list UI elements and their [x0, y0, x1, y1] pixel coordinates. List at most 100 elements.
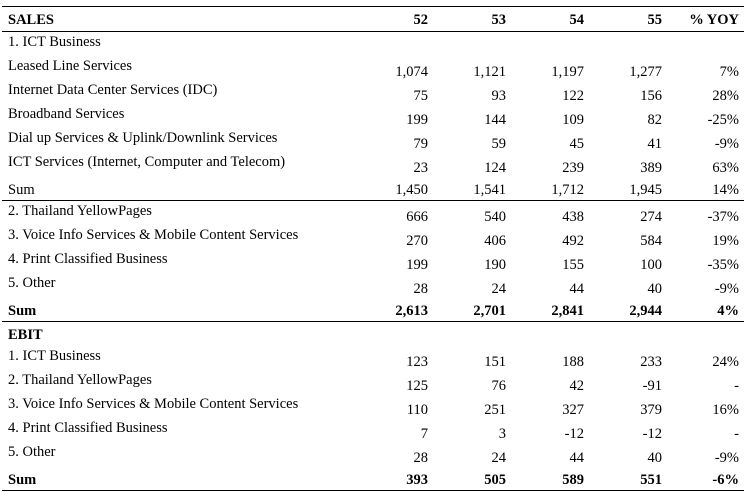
row-label: Dial up Services & Uplink/Downlink Servi… — [8, 130, 278, 146]
cell-52: 666 — [406, 209, 428, 225]
cell-55: 379 — [640, 402, 662, 418]
cell-54: 239 — [562, 160, 584, 176]
table-row: 5. Other 28 24 44 40 -9% — [2, 442, 744, 466]
ebit-heading: EBIT — [8, 327, 43, 343]
cell-yoy: -6% — [712, 472, 739, 488]
cell-52: 1,074 — [395, 64, 428, 80]
cell-54: -12 — [564, 426, 584, 442]
cell-53: 24 — [491, 450, 507, 466]
cell-53: 124 — [484, 160, 506, 176]
cell-52: 393 — [406, 472, 428, 488]
cell-53: 505 — [484, 472, 506, 488]
cell-53: 59 — [491, 136, 507, 152]
row-label: Sum — [8, 303, 37, 319]
cell-55: 82 — [647, 112, 663, 128]
cell-yoy: -37% — [707, 209, 739, 225]
table-row: Leased Line Services 1,074 1,121 1,197 1… — [2, 56, 744, 80]
cell-55: 274 — [640, 209, 662, 225]
cell-52: 79 — [413, 136, 429, 152]
row-label: 5. Other — [8, 275, 56, 291]
cell-55: 2,944 — [629, 303, 662, 319]
table-row: Broadband Services 199 144 109 82 -25% — [2, 104, 744, 128]
row-label: 1. ICT Business — [8, 348, 101, 364]
table-row: 2. Thailand YellowPages 666 540 438 274 … — [2, 201, 744, 225]
cell-52: 75 — [413, 88, 429, 104]
table-row: Dial up Services & Uplink/Downlink Servi… — [2, 128, 744, 152]
cell-53: 151 — [484, 354, 506, 370]
col-header-52: 52 — [413, 12, 429, 28]
total-row: Sum 2,613 2,701 2,841 2,944 4% — [2, 297, 744, 322]
cell-yoy: 14% — [712, 182, 739, 198]
cell-52: 2,613 — [395, 303, 428, 319]
cell-54: 492 — [562, 233, 584, 249]
cell-52: 110 — [406, 402, 428, 418]
table-row: ICT Services (Internet, Computer and Tel… — [2, 152, 744, 176]
row-label: Sum — [8, 182, 35, 198]
col-header-yoy: % YOY — [689, 12, 739, 28]
table-row: 4. Print Classified Business 7 3 -12 -12… — [2, 418, 744, 442]
cell-55: 551 — [640, 472, 662, 488]
cell-yoy: -9% — [714, 281, 739, 297]
cell-55: 233 — [640, 354, 662, 370]
cell-55: 389 — [640, 160, 662, 176]
cell-54: 438 — [562, 209, 584, 225]
cell-54: 1,197 — [551, 64, 584, 80]
cell-53: 190 — [484, 257, 506, 273]
cell-53: 144 — [484, 112, 506, 128]
cell-52: 199 — [406, 257, 428, 273]
cell-53: 93 — [491, 88, 507, 104]
cell-55: 1,945 — [629, 182, 662, 198]
row-label: 1. ICT Business — [8, 34, 101, 50]
table-row: 3. Voice Info Services & Mobile Content … — [2, 394, 744, 418]
cell-55: 1,277 — [629, 64, 662, 80]
cell-52: 125 — [406, 378, 428, 394]
row-label: 4. Print Classified Business — [8, 420, 168, 436]
table-row: 1. ICT Business 123 151 188 233 24% — [2, 346, 744, 370]
cell-54: 45 — [569, 136, 585, 152]
cell-yoy: 7% — [719, 64, 739, 80]
cell-55: -12 — [642, 426, 662, 442]
table-row: Internet Data Center Services (IDC) 75 9… — [2, 80, 744, 104]
cell-55: 156 — [640, 88, 662, 104]
cell-52: 28 — [413, 450, 429, 466]
sales-heading: SALES — [8, 12, 54, 28]
row-label: 3. Voice Info Services & Mobile Content … — [8, 396, 299, 412]
cell-53: 76 — [491, 378, 507, 394]
row-label: 5. Other — [8, 444, 56, 460]
cell-54: 1,712 — [551, 182, 584, 198]
table-row: 4. Print Classified Business 199 190 155… — [2, 249, 744, 273]
total-row: Sum 393 505 589 551 -6% — [2, 466, 744, 491]
table-row: 5. Other 28 24 44 40 -9% — [2, 273, 744, 297]
cell-yoy: 19% — [712, 233, 739, 249]
row-label: 4. Print Classified Business — [8, 251, 168, 267]
row-label: Broadband Services — [8, 106, 125, 122]
cell-54: 327 — [562, 402, 584, 418]
cell-55: 100 — [640, 257, 662, 273]
cell-53: 24 — [491, 281, 507, 297]
cell-52: 1,450 — [395, 182, 428, 198]
cell-55: -91 — [642, 378, 662, 394]
cell-54: 109 — [562, 112, 584, 128]
cell-52: 23 — [413, 160, 429, 176]
cell-52: 270 — [406, 233, 428, 249]
cell-yoy: - — [734, 426, 739, 442]
row-label: 3. Voice Info Services & Mobile Content … — [8, 227, 299, 243]
financial-table: SALES 52 53 54 55 % YOY 1. ICT Business … — [2, 6, 744, 491]
cell-yoy: 24% — [712, 354, 739, 370]
ebit-header-row: EBIT — [2, 322, 744, 346]
cell-53: 3 — [498, 426, 506, 442]
cell-54: 188 — [562, 354, 584, 370]
row-label: 2. Thailand YellowPages — [8, 203, 152, 219]
row-label: 2. Thailand YellowPages — [8, 372, 152, 388]
cell-54: 2,841 — [551, 303, 584, 319]
cell-55: 584 — [640, 233, 662, 249]
cell-53: 1,121 — [473, 64, 506, 80]
cell-yoy: 4% — [717, 303, 739, 319]
table-row: 3. Voice Info Services & Mobile Content … — [2, 225, 744, 249]
cell-55: 40 — [647, 281, 663, 297]
cell-yoy: 63% — [712, 160, 739, 176]
cell-53: 1,541 — [473, 182, 506, 198]
col-header-53: 53 — [491, 12, 507, 28]
cell-52: 123 — [406, 354, 428, 370]
cell-52: 7 — [420, 426, 428, 442]
